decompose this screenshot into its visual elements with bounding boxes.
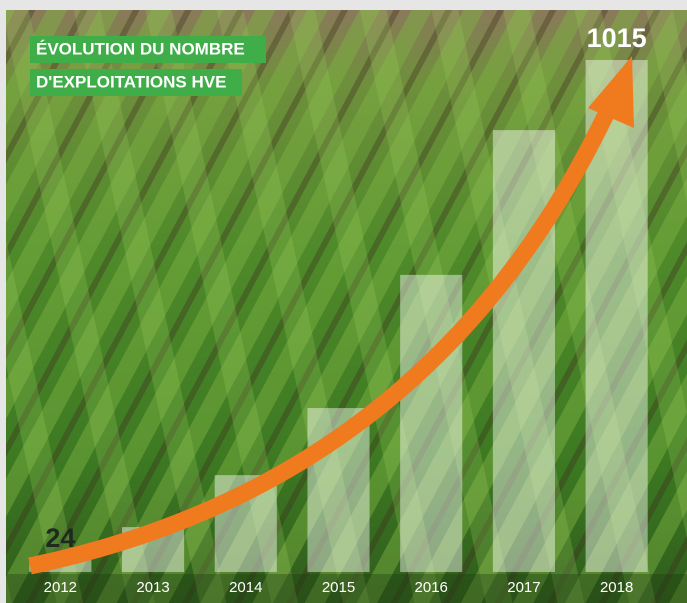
bar bbox=[400, 275, 462, 572]
x-tick-label: 2013 bbox=[136, 579, 169, 596]
x-tick-label: 2014 bbox=[229, 579, 262, 596]
x-tick-label: 2018 bbox=[600, 579, 633, 596]
x-tick-label: 2012 bbox=[44, 579, 77, 596]
x-tick-label: 2017 bbox=[507, 579, 540, 596]
chart-title: ÉVOLUTION DU NOMBRE bbox=[36, 39, 245, 58]
chart-title: D'EXPLOITATIONS HVE bbox=[36, 72, 226, 91]
page: {"chart_data": { "type": "bar", "title":… bbox=[0, 0, 687, 603]
value-label: 1015 bbox=[587, 23, 647, 53]
chart: ÉVOLUTION DU NOMBRE D'EXPLOITATIONS HVE … bbox=[0, 0, 687, 603]
value-label: 24 bbox=[45, 523, 75, 553]
x-tick-label: 2016 bbox=[415, 579, 448, 596]
x-tick-label: 2015 bbox=[322, 579, 355, 596]
bar bbox=[493, 130, 555, 572]
